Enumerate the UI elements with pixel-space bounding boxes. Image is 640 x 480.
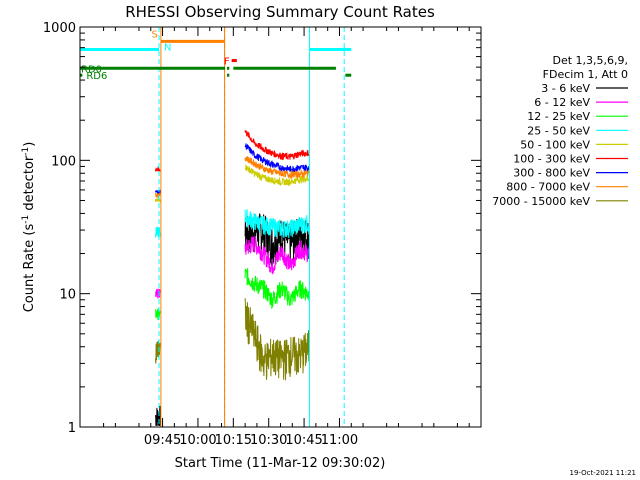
y-axis-label-sup1: -1 xyxy=(21,215,31,224)
legend-entry-label-8: 7000 - 15000 keV xyxy=(492,195,590,208)
legend-entry-label-4: 50 - 100 keV xyxy=(520,138,590,151)
x-axis-label: Start Time (11-Mar-12 09:30:02) xyxy=(175,456,386,471)
y-axis-label-end: ) xyxy=(22,142,37,147)
series-7-segment-2 xyxy=(244,156,310,180)
series-5-segment-2 xyxy=(244,130,310,161)
flag-label-n: N xyxy=(164,43,171,54)
generation-timestamp: 19-Oct-2021 11:21 xyxy=(570,469,636,477)
series-4-segment-2 xyxy=(244,164,310,187)
legend-entry-label-5: 100 - 300 keV xyxy=(513,153,590,166)
y-axis-label-sup2: -1 xyxy=(21,147,31,156)
series-2-segment-2 xyxy=(244,268,310,309)
x-tick-label-1: 10:00 xyxy=(179,433,216,448)
y-tick-label-1: 10 xyxy=(59,288,76,303)
x-tick-label-3: 10:30 xyxy=(250,433,287,448)
y-axis-ticks: 1 10 100 1000 xyxy=(43,21,481,436)
legend-header-2: FDecim 1, Att 0 xyxy=(543,68,628,81)
x-tick-label-4: 10:45 xyxy=(285,433,322,448)
flag-label-rd6: RD6 xyxy=(86,71,107,82)
legend-entry-label-3: 25 - 50 keV xyxy=(527,124,590,137)
series-7-segment-1 xyxy=(155,192,161,199)
chart-title: RHESSI Observing Summary Count Rates xyxy=(125,3,435,21)
flag-label-s: S xyxy=(152,29,158,40)
flag-label-rd0: RD0 xyxy=(81,64,102,75)
x-tick-label-0: 09:45 xyxy=(144,433,181,448)
series-5-segment-1 xyxy=(155,165,161,172)
legend-entry-label-0: 3 - 6 keV xyxy=(541,82,590,95)
series-3-segment-2 xyxy=(244,209,310,239)
y-axis-label-mid: detector xyxy=(22,155,37,215)
legend-entry-label-6: 300 - 800 keV xyxy=(513,167,590,180)
series-1-segment-2 xyxy=(244,236,310,275)
y-tick-label-3: 1000 xyxy=(43,21,76,36)
legend-header-1: Det 1,3,5,6,9, xyxy=(552,54,628,67)
series-8-segment-2 xyxy=(244,298,310,381)
y-axis-label: Count Rate (s-1 detector-1) xyxy=(21,142,37,313)
series-8-segment-1 xyxy=(155,340,161,364)
legend-entry-label-7: 800 - 7000 keV xyxy=(506,181,590,194)
legend-entry-label-2: 12 - 25 keV xyxy=(527,110,590,123)
legend-entry-label-1: 6 - 12 keV xyxy=(534,96,590,109)
x-tick-label-2: 10:15 xyxy=(215,433,252,448)
y-tick-label-0: 1 xyxy=(68,421,76,436)
series-6-segment-2 xyxy=(244,143,310,174)
x-tick-label-5: 11:00 xyxy=(321,433,358,448)
y-tick-label-2: 100 xyxy=(51,154,76,169)
y-axis-label-main: Count Rate (s xyxy=(22,224,37,313)
flag-label-f: F xyxy=(224,57,230,68)
series-0-segment-1 xyxy=(155,405,161,426)
legend: Det 1,3,5,6,9, FDecim 1, Att 0 3 - 6 keV… xyxy=(492,54,628,208)
